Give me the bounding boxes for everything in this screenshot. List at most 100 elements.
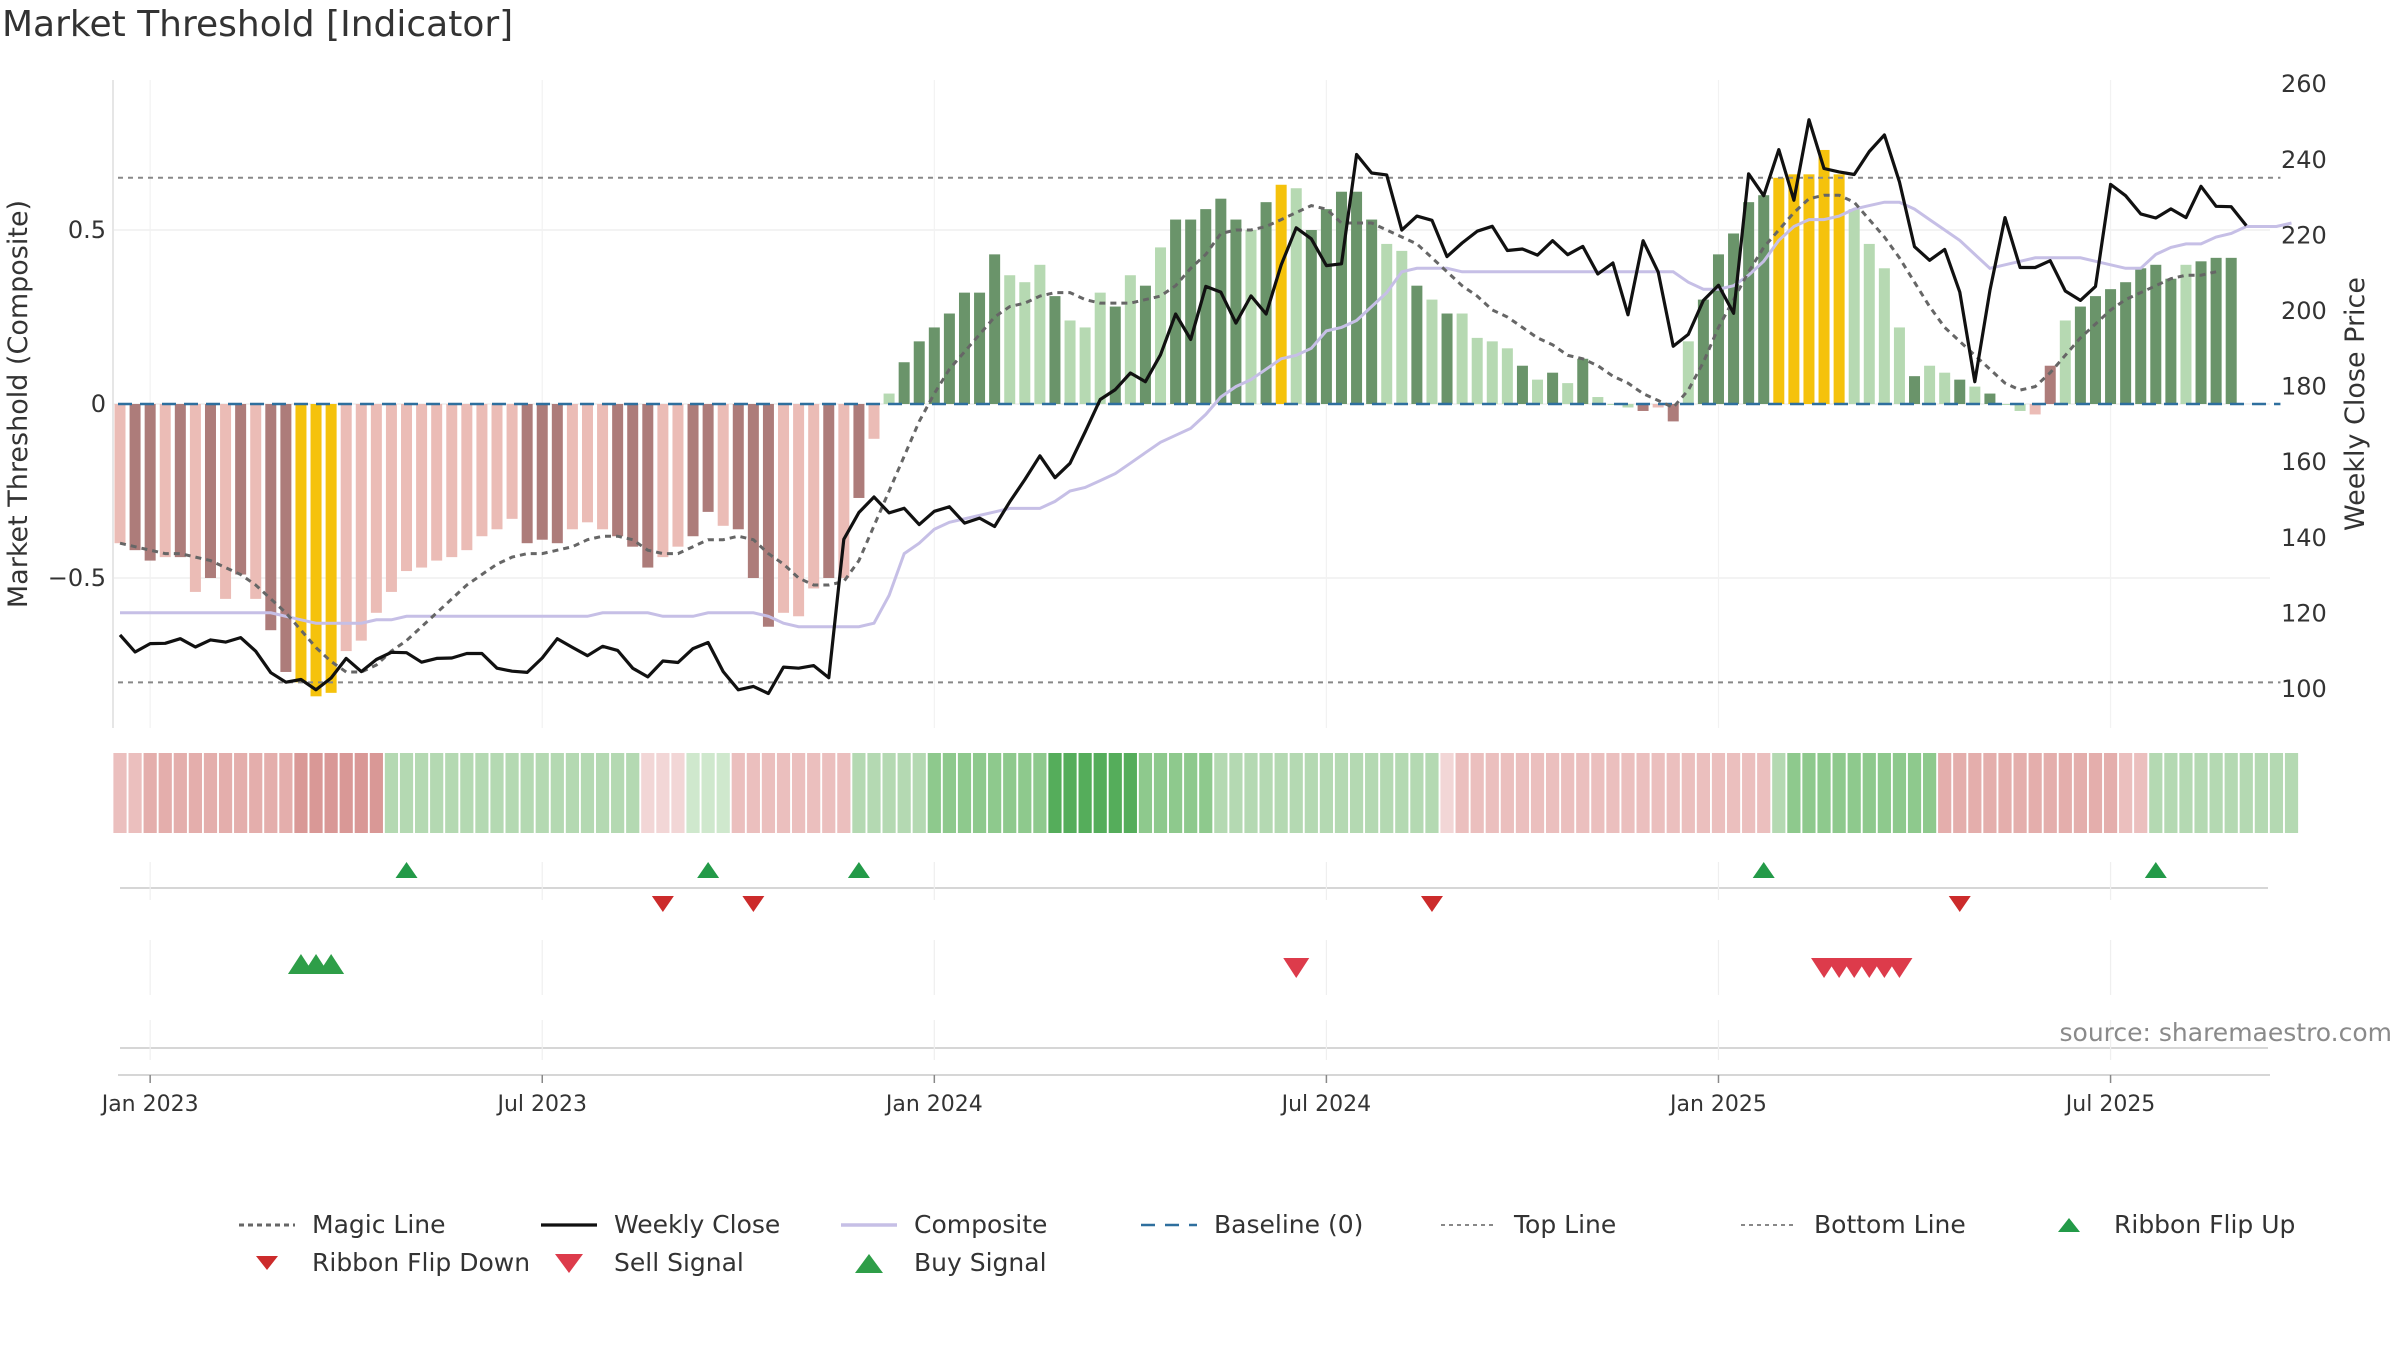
composite-bar <box>1532 379 1544 404</box>
ribbon-cell <box>1319 753 1333 833</box>
ribbon-cell <box>611 753 625 833</box>
ribbon-cell <box>505 753 519 833</box>
composite-bar <box>1667 404 1679 422</box>
legend-item: Weekly Close <box>536 1210 780 1239</box>
composite-bar <box>2195 261 2207 404</box>
ribbon-cell <box>2269 753 2284 833</box>
right-tick-label: 200 <box>2281 297 2327 325</box>
ribbon-cell <box>1576 753 1590 833</box>
ribbon-cell <box>2103 753 2118 833</box>
ribbon-cell <box>475 753 489 833</box>
ribbon-cell <box>520 753 534 833</box>
ribbon-cell <box>1244 753 1258 833</box>
composite-bar <box>1049 296 1061 404</box>
composite-bar <box>551 404 563 544</box>
composite-bar <box>1758 195 1770 404</box>
composite-bar <box>1501 348 1513 404</box>
composite-bar <box>1109 306 1121 404</box>
ribbon-flip-down-marker <box>651 896 674 912</box>
ribbon-cell <box>2149 753 2163 833</box>
ribbon-cell <box>626 753 640 833</box>
ribbon-cell <box>957 753 972 833</box>
ribbon-cell <box>1078 753 1092 833</box>
composite-bar <box>1351 191 1363 404</box>
composite-bar <box>1366 219 1378 404</box>
composite-bar <box>1622 404 1634 408</box>
composite-bar <box>2225 257 2237 404</box>
legend-item: Magic Line <box>234 1210 446 1239</box>
ribbon-cell <box>1289 753 1303 833</box>
composite-bar <box>1260 202 1272 404</box>
ribbon-cell <box>535 753 549 833</box>
ribbon-cell <box>761 753 776 833</box>
composite-bar <box>1577 358 1589 404</box>
ribbon-cell <box>1440 753 1454 833</box>
ribbon-cell <box>2209 753 2223 833</box>
composite-bar <box>1456 313 1468 404</box>
ribbon-cell <box>2134 753 2148 833</box>
ribbon-cell <box>173 753 187 833</box>
composite-bar <box>1079 327 1091 404</box>
ribbon-cell <box>1425 753 1439 833</box>
ribbon-cell <box>1696 753 1710 833</box>
composite-bar <box>521 404 533 544</box>
composite-bar <box>491 404 503 530</box>
composite-bar <box>823 404 835 578</box>
right-tick-label: 120 <box>2281 599 2327 627</box>
legend: Magic Line Weekly Close Composite Baseline … <box>0 1196 2400 1306</box>
ribbon-cell <box>1772 753 1786 833</box>
ribbon-flip-up-marker <box>847 862 870 878</box>
ribbon-cell <box>1530 753 1545 833</box>
legend-label: Ribbon Flip Down <box>312 1248 531 1277</box>
composite-bar <box>1562 383 1574 404</box>
ribbon-cell <box>218 753 233 833</box>
composite-bar <box>2165 278 2177 404</box>
triangle-up-icon <box>2036 1213 2102 1237</box>
ribbon-cell <box>1892 753 1907 833</box>
composite-bar <box>2044 365 2056 404</box>
composite-bar <box>416 404 428 568</box>
composite-bar <box>732 404 744 530</box>
ribbon-cell <box>1410 753 1424 833</box>
composite-bar <box>431 404 443 561</box>
composite-bar <box>295 404 307 683</box>
ribbon-cell <box>731 753 745 833</box>
ribbon-cell <box>2224 753 2238 833</box>
ribbon-cell <box>927 753 941 833</box>
composite-bar <box>2074 306 2086 404</box>
ribbon-flip-down-marker <box>1948 896 1971 912</box>
ribbon-cell <box>1365 753 1379 833</box>
composite-bar <box>204 404 216 578</box>
series-lines <box>118 118 2292 696</box>
composite-bar <box>778 404 790 613</box>
ribbon-cell <box>746 753 760 833</box>
ribbon-cell <box>1681 753 1695 833</box>
dashed-line-icon <box>1136 1213 1202 1237</box>
ribbon-cell <box>1108 753 1122 833</box>
composite-bar <box>114 404 126 544</box>
ribbon-cell <box>2119 753 2133 833</box>
buy-signal-marker <box>318 954 345 974</box>
composite-bar <box>1984 393 1996 404</box>
ribbon-cell <box>384 753 399 833</box>
ribbon-cell <box>2088 753 2103 833</box>
composite-bar <box>1728 233 1740 404</box>
ribbon-cell <box>792 753 806 833</box>
legend-label: Bottom Line <box>1814 1210 1966 1239</box>
ribbon-cell <box>1063 753 1077 833</box>
composite-bar <box>1547 372 1559 404</box>
dotted-line-icon <box>234 1213 300 1237</box>
fine-dotted-line-icon <box>1736 1213 1802 1237</box>
composite-bar <box>717 404 729 526</box>
ribbon-cell <box>234 753 248 833</box>
ribbon-cell <box>249 753 263 833</box>
composite-bar <box>762 404 774 627</box>
legend-label: Baseline (0) <box>1214 1210 1364 1239</box>
weekly-close-line <box>118 118 2248 696</box>
composite-bar <box>144 404 156 561</box>
composite-bar <box>2120 282 2132 404</box>
ribbon-cell <box>1349 753 1364 833</box>
ribbon-cell <box>490 753 504 833</box>
ribbon-cell <box>294 753 308 833</box>
ribbon-cell <box>807 753 821 833</box>
